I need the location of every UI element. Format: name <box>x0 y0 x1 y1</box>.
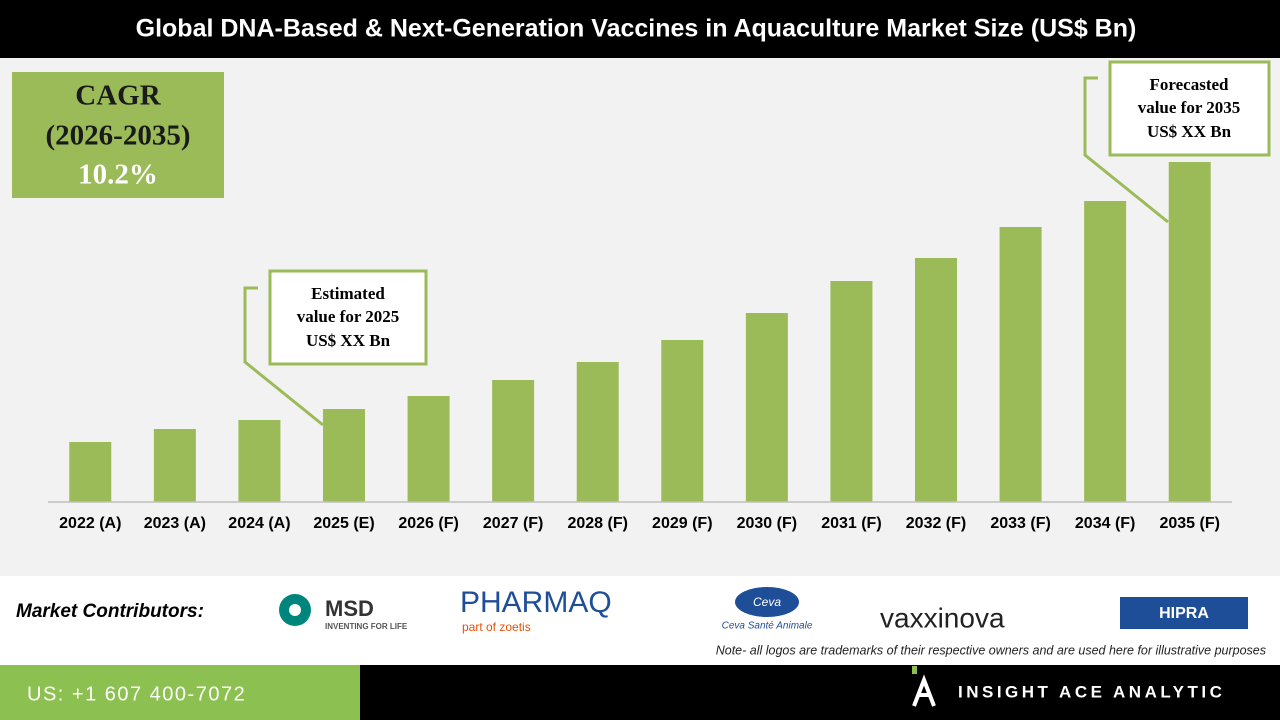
phone: US: +1 607 400-7072 <box>27 683 246 705</box>
bar <box>576 362 619 502</box>
bar <box>323 409 365 502</box>
bar <box>915 258 957 502</box>
x-tick-label: 2035 (F) <box>1159 515 1219 532</box>
x-tick-label: 2026 (F) <box>398 515 458 532</box>
logo-icon <box>735 587 799 617</box>
callout-text: value for 2035 <box>1138 98 1241 117</box>
brand: INSIGHT ACE ANALYTIC <box>958 682 1225 701</box>
cagr-value: 10.2% <box>78 159 158 191</box>
bar <box>1084 201 1127 502</box>
bar <box>492 380 535 502</box>
logo-name: HIPRA <box>1159 605 1209 622</box>
plot: 2022 (A) 2023 (A) 2024 (A) 2025 (E) 2026 (F)… <box>59 162 1220 532</box>
x-tick-label: 2025 (E) <box>313 515 374 532</box>
bar <box>661 340 704 502</box>
bar <box>407 396 450 502</box>
callout-text: US$ XX Bn <box>306 331 391 350</box>
bar <box>745 313 788 502</box>
logo-name: PHARMAQ <box>460 586 612 619</box>
x-tick-label: 2032 (F) <box>906 515 966 532</box>
brand-bar <box>360 665 1280 720</box>
bar <box>238 420 281 502</box>
callout-text: value for 2025 <box>297 307 400 326</box>
bar <box>830 281 873 502</box>
logo-icon <box>289 604 301 616</box>
cagr-box <box>12 72 224 198</box>
logo-msd: MSD INVENTING FOR LIFE <box>279 594 408 631</box>
logo-name: Ceva <box>753 595 781 609</box>
x-tick-label: 2029 (F) <box>652 515 712 532</box>
cagr-period: (2026-2035) <box>46 120 191 152</box>
x-tick-label: 2027 (F) <box>483 515 543 532</box>
callout-text: Forecasted <box>1150 75 1230 94</box>
x-tick-label: 2022 (A) <box>59 515 121 532</box>
logo-name: MSD <box>325 596 374 621</box>
callout-text: US$ XX Bn <box>1147 122 1232 141</box>
cagr-label: CAGR <box>75 80 161 112</box>
note: Note- all logos are trademarks of their … <box>716 643 1266 657</box>
x-tick-label: 2033 (F) <box>990 515 1050 532</box>
callout-box <box>268 269 428 366</box>
callout-connector <box>243 286 324 427</box>
x-tick-label: 2030 (F) <box>737 515 797 532</box>
bar <box>153 429 196 502</box>
x-tick-label: 2034 (F) <box>1075 515 1135 532</box>
brand-icon <box>912 666 917 674</box>
callout-connector <box>1083 76 1169 224</box>
callout-text: Estimated <box>311 284 385 303</box>
brand-icon <box>912 674 936 707</box>
bar <box>999 227 1042 502</box>
title-bar <box>0 0 1280 58</box>
chart-title: Global DNA-Based & Next-Generation Vacci… <box>136 15 1137 43</box>
x-tick-label: 2023 (A) <box>144 515 206 532</box>
x-tick-label: 2028 (F) <box>567 515 627 532</box>
bar <box>69 442 112 502</box>
logo-tagline: INVENTING FOR LIFE <box>325 622 408 631</box>
x-tick-label: 2031 (F) <box>821 515 881 532</box>
logo-tagline: Ceva Santé Animale <box>722 621 813 632</box>
callout-box <box>1108 60 1271 157</box>
contributors-label: Market Contributors: <box>16 601 204 622</box>
logo-tagline: part of zoetis <box>462 620 531 634</box>
logo-name: vaxxinova <box>880 602 1005 633</box>
bar <box>1168 162 1211 502</box>
x-tick-label: 2024 (A) <box>228 515 290 532</box>
logo-icon <box>1120 597 1248 629</box>
phone-bar <box>0 665 360 720</box>
